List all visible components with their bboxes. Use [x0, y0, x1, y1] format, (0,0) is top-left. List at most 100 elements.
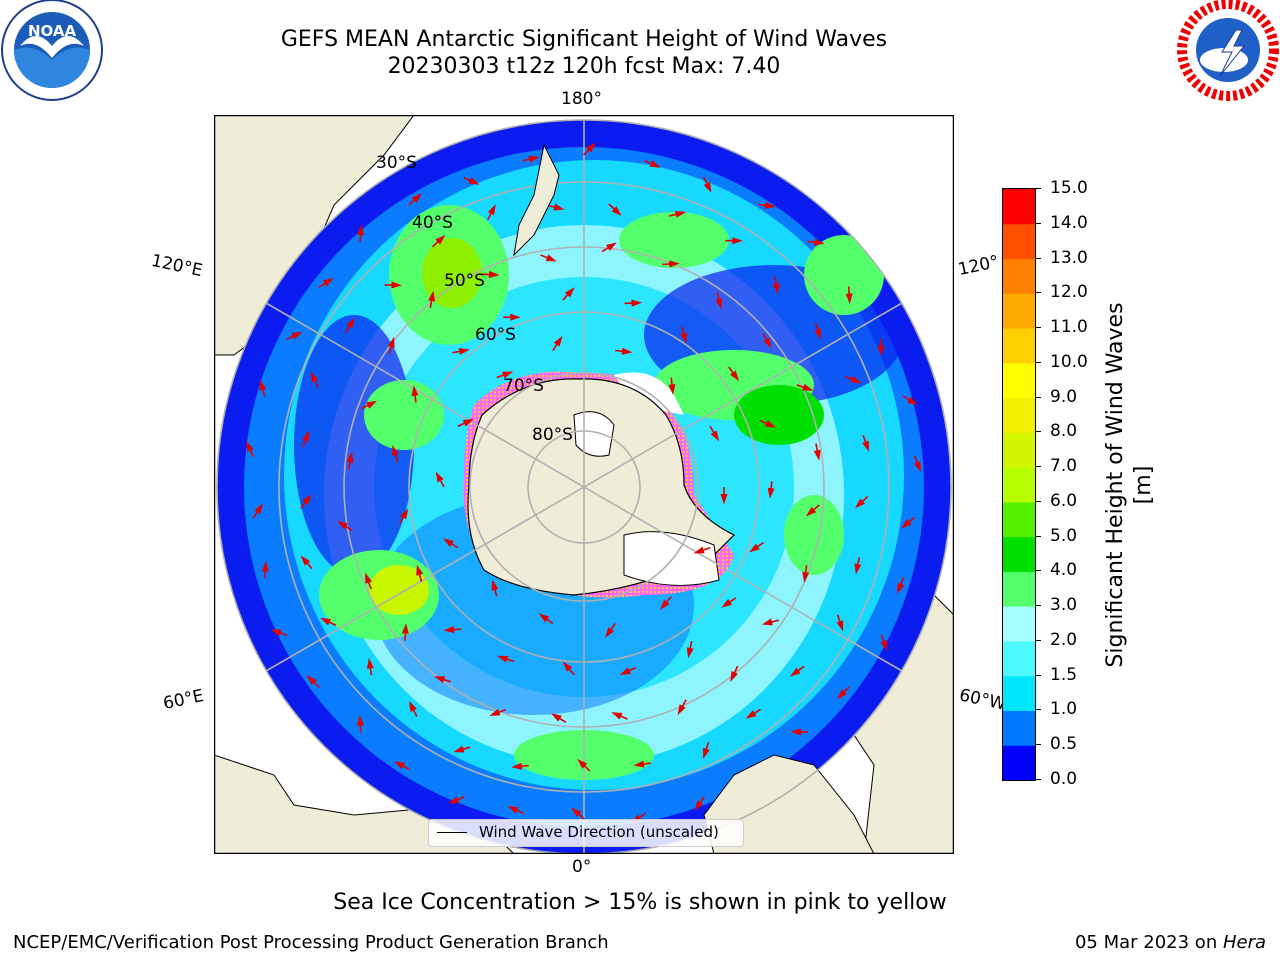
wave-direction-arrowhead — [562, 661, 573, 672]
lon-label-60e: 60°E — [161, 685, 206, 715]
noaa-logo: NOAA — [1, 0, 103, 101]
wave-direction-arrowhead — [497, 655, 509, 663]
colorbar-band — [1003, 432, 1035, 468]
polar-map: 30°S 40°S 50°S 60°S 70°S 80°S — [214, 115, 954, 854]
colorbar-band — [1003, 675, 1035, 711]
wave-direction-arrowhead — [487, 204, 496, 216]
wave-direction-arrowhead — [660, 599, 670, 610]
wave-direction-arrowhead — [387, 336, 395, 348]
colorbar-band — [1003, 536, 1035, 572]
wave-direction-arrowhead — [434, 676, 446, 683]
wave-direction-arrowhead — [715, 298, 723, 310]
wave-direction-arrowhead — [693, 546, 705, 554]
colorbar-tick-mark — [1035, 431, 1041, 433]
wave-direction-arrowhead — [428, 290, 436, 302]
wave-direction-arrowhead — [564, 287, 575, 298]
wave-direction-arrowhead — [913, 461, 922, 473]
colorbar-tick-label: 4.0 — [1050, 560, 1078, 581]
wave-direction-arrowhead — [408, 700, 417, 712]
colorbar-band — [1003, 710, 1035, 746]
wave-direction-arrowhead — [745, 710, 757, 719]
wave-direction-arrowhead — [897, 582, 905, 594]
wave-direction-arrowhead — [538, 613, 550, 623]
wave-direction-arrowhead — [901, 519, 912, 529]
wave-direction-arrowhead — [400, 508, 409, 520]
wave-direction-arrowhead — [366, 657, 374, 669]
wave-direction-arrowhead — [730, 370, 740, 382]
wave-direction-arrowhead — [764, 201, 776, 209]
machine-name: Hera — [1222, 932, 1266, 953]
wave-direction-arrowhead — [337, 520, 349, 530]
wave-direction-arrowhead — [435, 234, 446, 245]
colorbar-band — [1003, 501, 1035, 538]
lat-label-50s: 50°S — [444, 271, 485, 291]
wave-direction-arrowhead — [606, 242, 617, 251]
lat-label-60s: 60°S — [475, 325, 516, 345]
wave-direction-arrowhead — [488, 271, 500, 279]
wave-direction-arrowhead — [458, 347, 470, 355]
wave-direction-arrowhead — [310, 371, 319, 383]
colorbar-band — [1003, 606, 1035, 642]
lat-label-30s: 30°S — [376, 153, 417, 173]
chart-subtitle: 20230303 t12z 120h fcst Max: 7.40 — [387, 54, 781, 79]
wave-direction-arrowhead — [468, 177, 480, 185]
colorbar-tick-mark — [1035, 744, 1041, 746]
wave-direction-arrowhead — [813, 238, 825, 246]
wave-direction-arrowhead — [246, 440, 254, 452]
wave-direction-arrowhead — [854, 498, 866, 509]
wave-direction-arrowhead — [694, 800, 704, 811]
map-legend: Wind Wave Direction (unscaled) — [428, 819, 744, 847]
wave-direction-arrowhead — [366, 400, 378, 409]
wave-direction-arrowhead — [401, 623, 409, 634]
wave-direction-arrowhead — [365, 572, 373, 584]
wave-direction-arrowhead — [805, 506, 817, 517]
wave-direction-arrowhead — [511, 762, 523, 770]
wave-direction-arrowhead — [510, 313, 521, 321]
wave-direction-arrowhead — [411, 385, 419, 397]
wave-direction-arrowhead — [391, 281, 402, 289]
wave-direction-arrowhead — [302, 430, 310, 442]
wave-direction-arrowhead — [730, 670, 738, 683]
wave-direction-arrowhead — [772, 283, 780, 295]
wave-direction-arrowhead — [686, 647, 694, 659]
colorbar-tick-mark — [1035, 709, 1041, 711]
colorbar — [1002, 188, 1036, 781]
colorbar-band — [1003, 745, 1035, 780]
wave-direction-arrowhead — [790, 728, 802, 736]
wave-direction-arrowhead — [435, 471, 444, 483]
wave-direction-arrowhead — [553, 203, 565, 211]
wave-direction-arrowhead — [291, 331, 303, 340]
legend-label: Wind Wave Direction (unscaled) — [479, 823, 719, 841]
wave-direction-arrowhead — [453, 745, 465, 753]
colorbar-tick-label: 0.5 — [1050, 734, 1078, 755]
wave-direction-arrowhead — [346, 317, 355, 329]
wave-direction-arrowhead — [761, 618, 773, 626]
colorbar-tick-label: 13.0 — [1050, 247, 1088, 268]
colorbar-tick-mark — [1035, 188, 1041, 189]
wave-direction-arrowhead — [668, 384, 676, 395]
wave-direction-arrowhead — [392, 445, 399, 457]
colorbar-tick-label: 8.0 — [1050, 421, 1078, 442]
colorbar-tick-mark — [1035, 779, 1041, 780]
colorbar-tick-label: 11.0 — [1050, 317, 1088, 338]
colorbar-tick-label: 6.0 — [1050, 490, 1078, 511]
wave-direction-arrowhead — [254, 503, 264, 515]
wave-direction-arrowhead — [677, 704, 686, 716]
colorbar-tick-label: 10.0 — [1050, 351, 1088, 372]
colorbar-band — [1003, 328, 1035, 364]
wave-direction-arrowhead — [877, 345, 885, 357]
wave-direction-arrowhead — [261, 560, 269, 572]
colorbar-tick-label: 2.0 — [1050, 629, 1078, 650]
credit-line: NCEP/EMC/Verification Post Processing Pr… — [13, 932, 609, 953]
lon-label-120w: 120° — [956, 251, 1001, 281]
wave-direction-arrowhead — [611, 712, 623, 720]
lon-label-180: 180° — [561, 89, 602, 109]
wave-direction-arrowhead — [322, 277, 334, 287]
wave-direction-arrowhead — [631, 299, 643, 307]
colorbar-band — [1003, 223, 1035, 260]
colorbar-tick-label: 9.0 — [1050, 386, 1078, 407]
lon-label-120e: 120°E — [149, 250, 205, 282]
colorbar-band — [1003, 397, 1035, 433]
wave-direction-arrowhead — [346, 451, 354, 463]
wave-direction-arrowhead — [621, 347, 633, 355]
